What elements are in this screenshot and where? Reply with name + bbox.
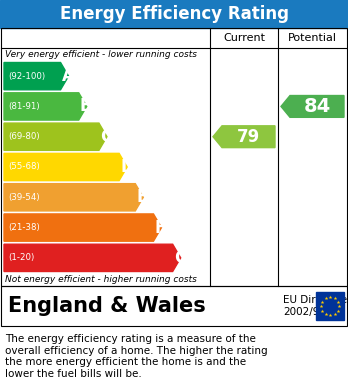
Text: Potential: Potential <box>287 33 337 43</box>
Text: (1-20): (1-20) <box>8 253 34 262</box>
Text: Very energy efficient - lower running costs: Very energy efficient - lower running co… <box>5 50 197 59</box>
Text: Not energy efficient - higher running costs: Not energy efficient - higher running co… <box>5 275 197 284</box>
Bar <box>0 0 348 28</box>
Polygon shape <box>4 184 143 211</box>
Polygon shape <box>4 214 161 241</box>
Text: 2002/91/EC: 2002/91/EC <box>283 307 343 317</box>
Text: (21-38): (21-38) <box>8 223 40 232</box>
Text: EU Directive: EU Directive <box>283 295 347 305</box>
Bar <box>1 286 347 326</box>
Polygon shape <box>4 244 181 271</box>
Text: (92-100): (92-100) <box>8 72 45 81</box>
Text: G: G <box>174 249 188 267</box>
Text: (55-68): (55-68) <box>8 163 40 172</box>
Text: (81-91): (81-91) <box>8 102 40 111</box>
Polygon shape <box>4 153 127 181</box>
Text: D: D <box>120 158 134 176</box>
Text: (39-54): (39-54) <box>8 193 40 202</box>
Polygon shape <box>281 95 344 117</box>
Polygon shape <box>213 126 275 148</box>
Text: F: F <box>155 219 166 237</box>
Text: England & Wales: England & Wales <box>8 296 206 316</box>
Text: The energy efficiency rating is a measure of the
overall efficiency of a home. T: The energy efficiency rating is a measur… <box>5 334 268 379</box>
Bar <box>316 292 344 320</box>
Text: (69-80): (69-80) <box>8 132 40 141</box>
Text: 84: 84 <box>303 97 331 116</box>
Text: A: A <box>62 67 74 85</box>
Text: 79: 79 <box>237 128 260 146</box>
Text: B: B <box>80 97 92 115</box>
Polygon shape <box>4 63 69 90</box>
Polygon shape <box>4 123 107 151</box>
Text: E: E <box>136 188 148 206</box>
Text: Current: Current <box>223 33 265 43</box>
Text: C: C <box>100 128 112 146</box>
Polygon shape <box>4 93 87 120</box>
Bar <box>1 28 347 286</box>
Text: Energy Efficiency Rating: Energy Efficiency Rating <box>60 5 288 23</box>
